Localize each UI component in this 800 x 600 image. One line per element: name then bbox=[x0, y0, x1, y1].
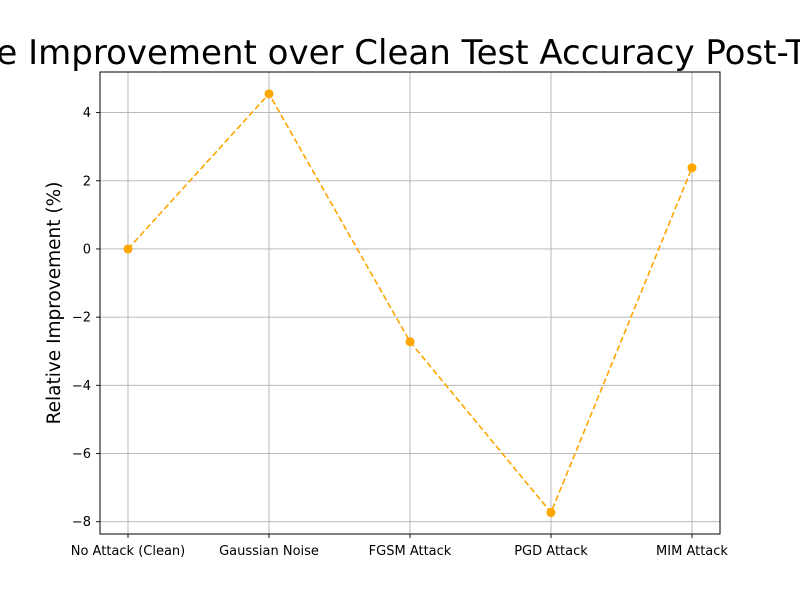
series-group bbox=[123, 89, 697, 518]
y-tick-label: −6 bbox=[72, 447, 91, 462]
grid bbox=[100, 72, 720, 534]
x-tick-label: PGD Attack bbox=[514, 544, 588, 559]
series-line bbox=[127, 92, 693, 515]
y-tick-label: −8 bbox=[72, 515, 91, 530]
chart-title: Relative Improvement over Clean Test Acc… bbox=[0, 33, 800, 73]
y-tick-label: −2 bbox=[72, 311, 91, 326]
y-axis: 4 2 0 −2 −4 −6 −8 bbox=[72, 106, 100, 530]
data-point bbox=[546, 508, 556, 518]
data-point bbox=[405, 337, 415, 347]
y-tick-label: 2 bbox=[83, 174, 91, 189]
x-axis: No Attack (Clean) Gaussian Noise FGSM Atta… bbox=[71, 534, 728, 559]
y-tick-label: 0 bbox=[83, 242, 91, 257]
x-tick-label: No Attack (Clean) bbox=[71, 544, 185, 559]
data-point bbox=[123, 244, 133, 254]
x-tick-label: Gaussian Noise bbox=[219, 544, 319, 559]
data-point bbox=[264, 89, 274, 99]
y-tick-label: −4 bbox=[72, 379, 91, 394]
x-tick-label: FGSM Attack bbox=[369, 544, 452, 559]
x-tick-label: MIM Attack bbox=[656, 544, 728, 559]
data-point bbox=[687, 163, 697, 173]
y-tick-label: 4 bbox=[83, 106, 91, 121]
y-axis-label: Relative Improvement (%) bbox=[44, 182, 65, 425]
